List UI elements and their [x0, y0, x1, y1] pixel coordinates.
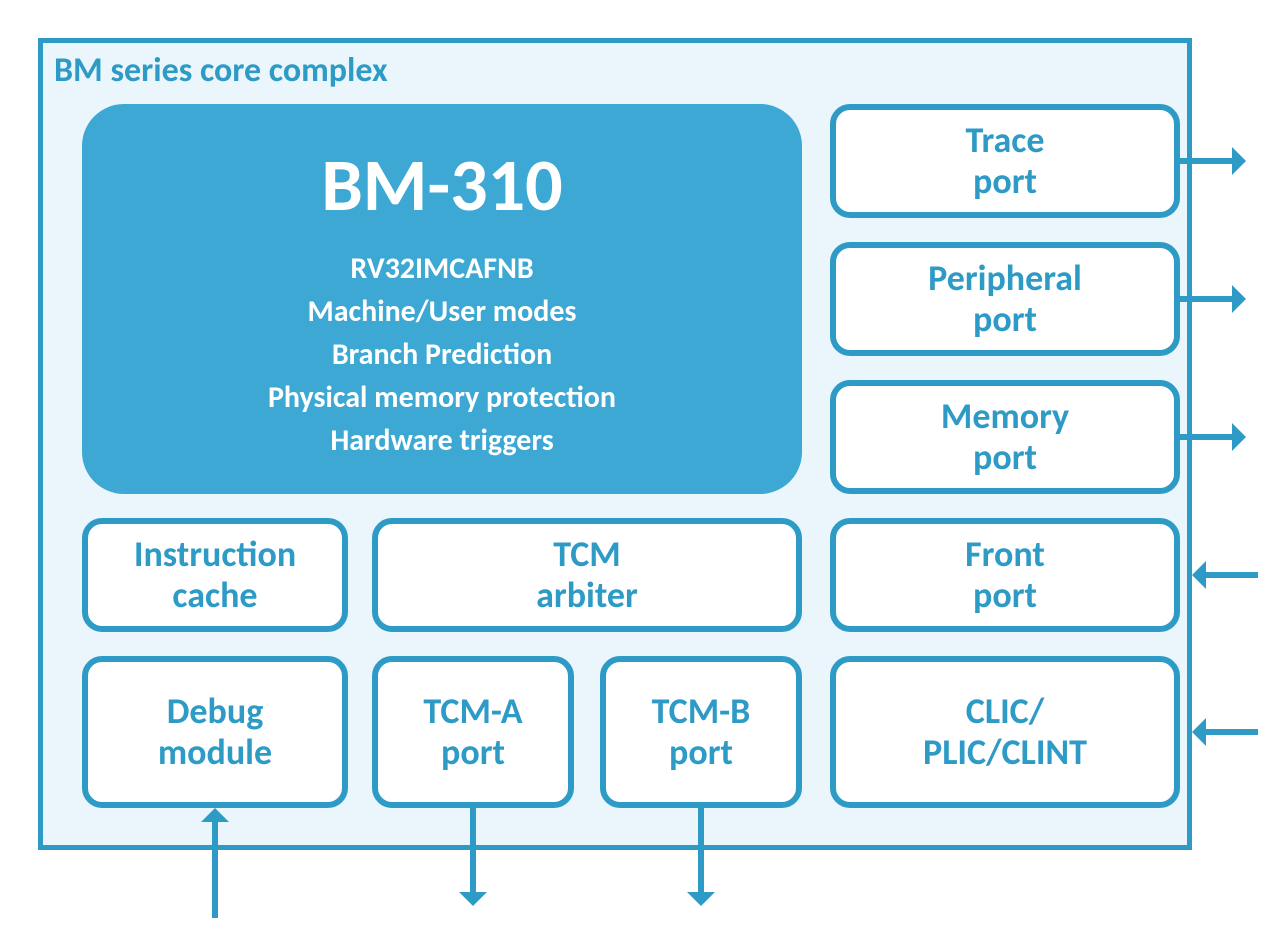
block-label-line: port [973, 575, 1037, 616]
core-title: BM-310 [321, 140, 562, 230]
arrow-head-peripheral-out [1232, 285, 1246, 313]
block-clic: CLIC/PLIC/CLINT [830, 656, 1180, 808]
block-label-line: Front [965, 534, 1045, 575]
arrow-head-front-in [1192, 561, 1206, 589]
arrow-head-clic-in [1192, 718, 1206, 746]
block-label-line: Instruction [134, 534, 296, 575]
block-tcm-arbiter: TCMarbiter [372, 518, 802, 632]
block-label-line: Memory [941, 396, 1069, 437]
block-peripheral-port: Peripheralport [830, 242, 1180, 356]
arrow-front-in [1206, 572, 1258, 578]
block-label-line: Debug [167, 691, 264, 732]
core-feature: Physical memory protection [268, 379, 616, 416]
arrow-debug-in [212, 822, 218, 918]
core-block: BM-310 RV32IMCAFNB Machine/User modes Branc… [82, 104, 802, 494]
arrow-clic-in [1206, 729, 1258, 735]
block-label-line: CLIC/ [966, 691, 1044, 732]
arrow-memory-out [1180, 434, 1232, 440]
block-label-line: cache [172, 575, 257, 616]
block-label-line: port [441, 732, 505, 773]
block-label-line: TCM-B [652, 691, 751, 732]
arrow-head-memory-out [1232, 423, 1246, 451]
core-feature: RV32IMCAFNB [350, 250, 533, 287]
block-label-line: port [669, 732, 733, 773]
arrow-peripheral-out [1180, 296, 1232, 302]
core-feature: Branch Prediction [332, 336, 552, 373]
block-label-line: module [158, 732, 272, 773]
block-tcm-b-port: TCM-Bport [600, 656, 802, 808]
arrow-head-tcm-a-out [459, 892, 487, 906]
block-label-line: port [973, 299, 1037, 340]
block-instruction-cache: Instructioncache [82, 518, 348, 632]
core-feature: Hardware triggers [330, 422, 553, 459]
block-front-port: Frontport [830, 518, 1180, 632]
block-label-line: port [973, 161, 1037, 202]
arrow-head-tcm-b-out [687, 892, 715, 906]
outer-title: BM series core complex [54, 50, 388, 91]
arrow-head-trace-out [1232, 147, 1246, 175]
arrow-tcm-b-out [698, 808, 704, 892]
block-label-line: arbiter [536, 575, 638, 616]
arrow-head-debug-in [201, 808, 229, 822]
block-label-line: port [973, 437, 1037, 478]
block-label-line: PLIC/CLINT [923, 732, 1087, 773]
arrow-trace-out [1180, 158, 1232, 164]
block-memory-port: Memoryport [830, 380, 1180, 494]
block-debug-module: Debugmodule [82, 656, 348, 808]
block-label-line: TCM-A [423, 691, 522, 732]
block-tcm-a-port: TCM-Aport [372, 656, 574, 808]
block-label-line: Peripheral [928, 258, 1082, 299]
block-label-line: TCM [553, 534, 621, 575]
block-trace-port: Traceport [830, 104, 1180, 218]
block-label-line: Trace [966, 120, 1045, 161]
arrow-tcm-a-out [470, 808, 476, 892]
core-feature: Machine/User modes [308, 293, 577, 330]
diagram-canvas: BM series core complex BM-310 RV32IMCAFNB M… [0, 0, 1269, 933]
